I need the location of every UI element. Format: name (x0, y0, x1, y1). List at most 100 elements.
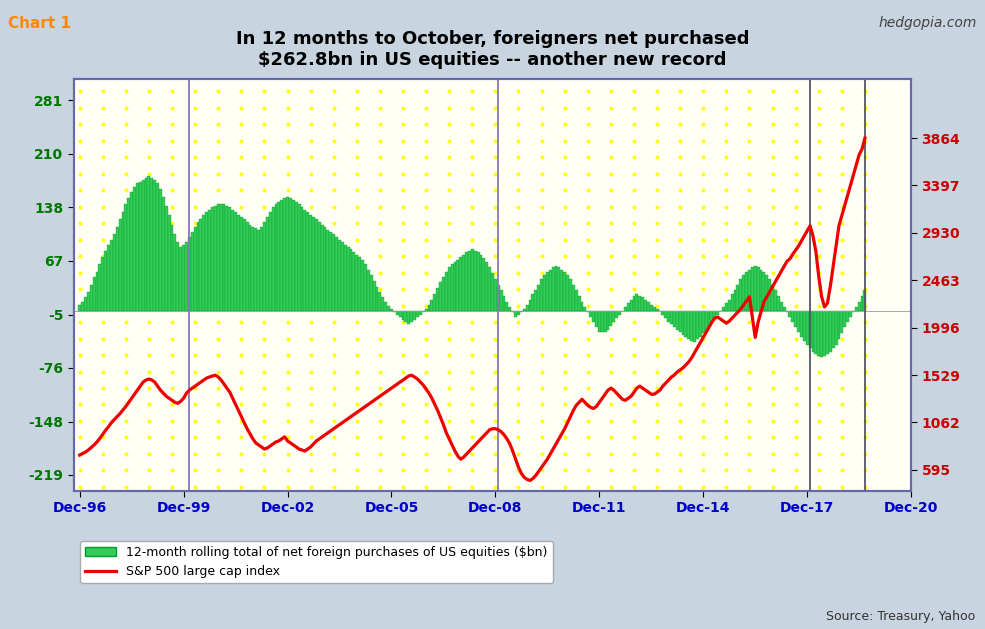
Bar (555, 266, 558, 311)
Point (603, 383, 619, 393)
Point (764, 103, 780, 113)
Bar (226, 206, 229, 311)
Point (141, 185, 157, 195)
Bar (797, 311, 800, 332)
Point (673, 367, 689, 377)
Point (626, 383, 642, 393)
Bar (162, 197, 164, 311)
Point (326, 333, 342, 343)
Point (164, 235, 180, 245)
Point (326, 218, 342, 228)
Point (488, 482, 503, 492)
Bar (641, 298, 644, 311)
Point (811, 301, 826, 311)
Point (534, 449, 550, 459)
Point (326, 169, 342, 179)
Point (419, 482, 434, 492)
Point (349, 86, 364, 96)
Point (649, 235, 665, 245)
Point (718, 350, 734, 360)
Point (164, 136, 180, 146)
Point (510, 465, 526, 476)
Bar (229, 208, 231, 311)
Point (857, 86, 873, 96)
Point (534, 482, 550, 492)
Point (695, 333, 711, 343)
Point (557, 449, 572, 459)
Point (510, 416, 526, 426)
Point (488, 169, 503, 179)
Point (834, 152, 850, 162)
Bar (439, 282, 442, 311)
Point (419, 284, 434, 294)
Bar (217, 204, 220, 311)
Point (187, 152, 203, 162)
Bar (624, 307, 626, 311)
Point (326, 86, 342, 96)
Point (349, 465, 364, 476)
Point (857, 383, 873, 393)
Point (302, 449, 318, 459)
Bar (384, 302, 387, 311)
Bar (272, 208, 275, 311)
Point (395, 251, 411, 261)
Point (302, 416, 318, 426)
Point (211, 86, 227, 96)
Point (834, 267, 850, 277)
Point (95, 267, 110, 277)
Point (441, 169, 457, 179)
Point (488, 449, 503, 459)
Point (580, 383, 596, 393)
Point (372, 103, 388, 113)
Point (349, 185, 364, 195)
Point (718, 301, 734, 311)
Point (395, 120, 411, 130)
Point (673, 120, 689, 130)
Point (580, 169, 596, 179)
Bar (566, 275, 569, 311)
Point (580, 185, 596, 195)
Point (718, 103, 734, 113)
Point (834, 251, 850, 261)
Point (464, 103, 480, 113)
Point (649, 465, 665, 476)
Bar (858, 302, 861, 311)
Point (580, 120, 596, 130)
Point (95, 169, 110, 179)
Point (256, 399, 272, 409)
Point (510, 103, 526, 113)
Bar (151, 177, 154, 311)
Point (673, 202, 689, 212)
Point (626, 432, 642, 442)
Point (372, 136, 388, 146)
Point (811, 383, 826, 393)
Point (718, 333, 734, 343)
Bar (185, 242, 188, 311)
Bar (647, 302, 650, 311)
Point (211, 465, 227, 476)
Bar (139, 182, 142, 311)
Point (626, 103, 642, 113)
Point (534, 202, 550, 212)
Point (419, 169, 434, 179)
Point (557, 317, 572, 327)
Point (811, 86, 826, 96)
Bar (248, 225, 251, 311)
Bar (815, 311, 818, 354)
Point (464, 432, 480, 442)
Point (349, 416, 364, 426)
Point (280, 202, 295, 212)
Point (695, 416, 711, 426)
Point (649, 333, 665, 343)
Point (164, 432, 180, 442)
Point (118, 383, 134, 393)
Point (256, 202, 272, 212)
Point (256, 136, 272, 146)
Point (72, 136, 88, 146)
Point (72, 251, 88, 261)
Point (580, 482, 596, 492)
Point (419, 317, 434, 327)
Point (441, 86, 457, 96)
Bar (101, 257, 104, 311)
Point (718, 399, 734, 409)
